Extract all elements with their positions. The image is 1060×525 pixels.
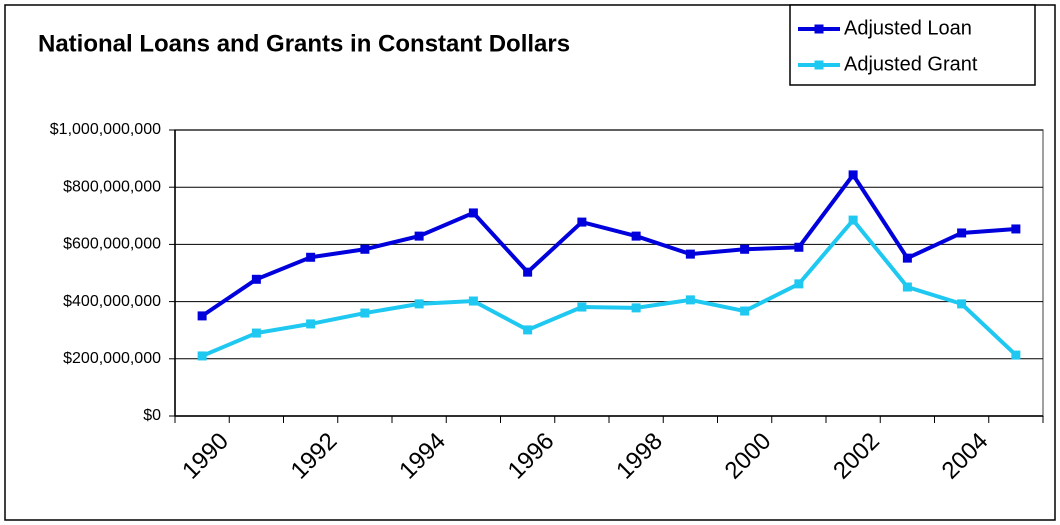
plot-area [174,129,1044,417]
series-marker [251,274,261,284]
series-marker [468,208,478,218]
series-marker [306,252,316,262]
legend-marker [814,24,824,34]
series-marker [1011,224,1021,234]
y-tick-label: $400,000,000 [63,293,161,310]
series-marker [794,242,804,252]
series-marker [685,295,695,305]
series-marker [523,325,533,335]
y-tick-label: $600,000,000 [63,236,161,253]
series-marker [685,249,695,259]
series-marker [197,311,207,321]
series-marker [197,351,207,361]
series-marker [902,253,912,263]
series-marker [360,308,370,318]
series-marker [414,231,424,241]
y-tick-label: $0 [143,407,161,424]
legend-label: Adjusted Grant [844,53,978,75]
series-marker [577,217,587,227]
series-marker [740,244,750,254]
series-marker [523,267,533,277]
y-tick-label: $800,000,000 [63,178,161,195]
chart-title: National Loans and Grants in Constant Do… [38,30,570,57]
series-marker [957,228,967,238]
series-marker [306,319,316,329]
series-marker [740,306,750,316]
series-marker [631,303,641,313]
series-marker [631,231,641,241]
series-marker [251,328,261,338]
y-tick-label: $200,000,000 [63,350,161,367]
series-marker [957,299,967,309]
series-marker [360,244,370,254]
legend-label: Adjusted Loan [844,17,972,39]
series-marker [902,282,912,292]
series-marker [577,302,587,312]
y-tick-label: $1,000,000,000 [50,121,161,138]
legend-box [789,4,1036,86]
series-marker [414,299,424,309]
series-marker [794,279,804,289]
series-line [201,216,1018,358]
legend-marker [814,60,824,70]
series-marker [1011,350,1021,360]
series-marker [468,296,478,306]
series-marker [848,215,858,225]
series-marker [848,170,858,180]
series-line [201,171,1017,318]
